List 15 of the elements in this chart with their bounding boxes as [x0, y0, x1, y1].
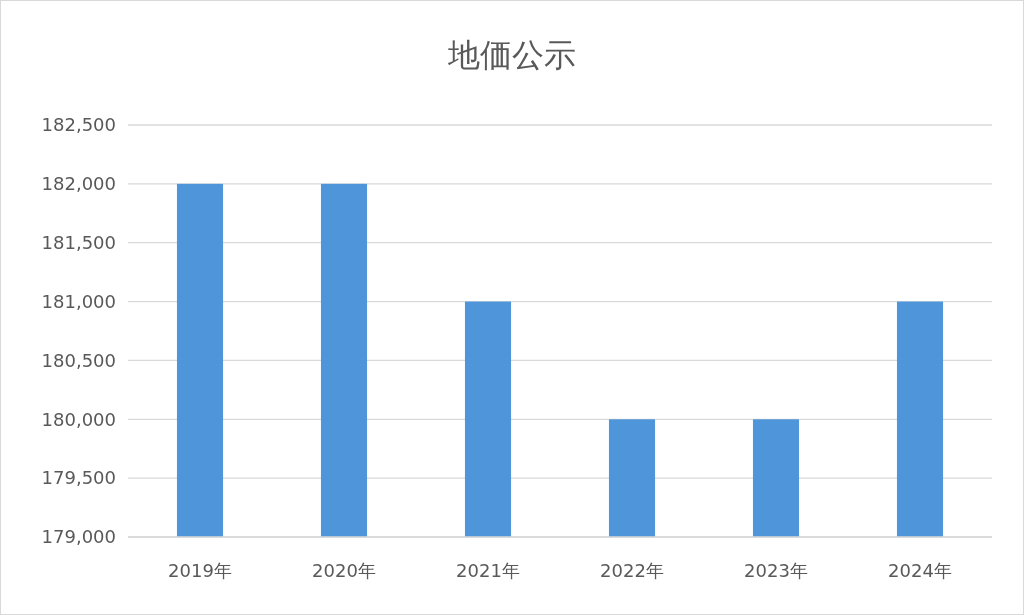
x-tick-label: 2019年	[168, 560, 232, 581]
y-tick-label: 182,000	[41, 173, 116, 195]
y-tick-label: 179,500	[41, 467, 116, 489]
y-tick-label: 179,000	[41, 526, 116, 548]
y-tick-label: 181,000	[41, 290, 116, 312]
x-tick-label: 2022年	[600, 560, 664, 581]
y-tick-label: 180,500	[41, 349, 116, 371]
x-tick-label: 2020年	[312, 560, 376, 581]
x-tick-label: 2024年	[888, 560, 952, 581]
y-tick-label: 180,000	[41, 408, 116, 430]
chart-title: 地価公示	[447, 36, 576, 74]
x-tick-label: 2023年	[744, 560, 808, 581]
y-tick-label: 181,500	[41, 232, 116, 254]
x-tick-label: 2021年	[456, 560, 520, 581]
y-tick-label: 182,500	[41, 114, 116, 136]
